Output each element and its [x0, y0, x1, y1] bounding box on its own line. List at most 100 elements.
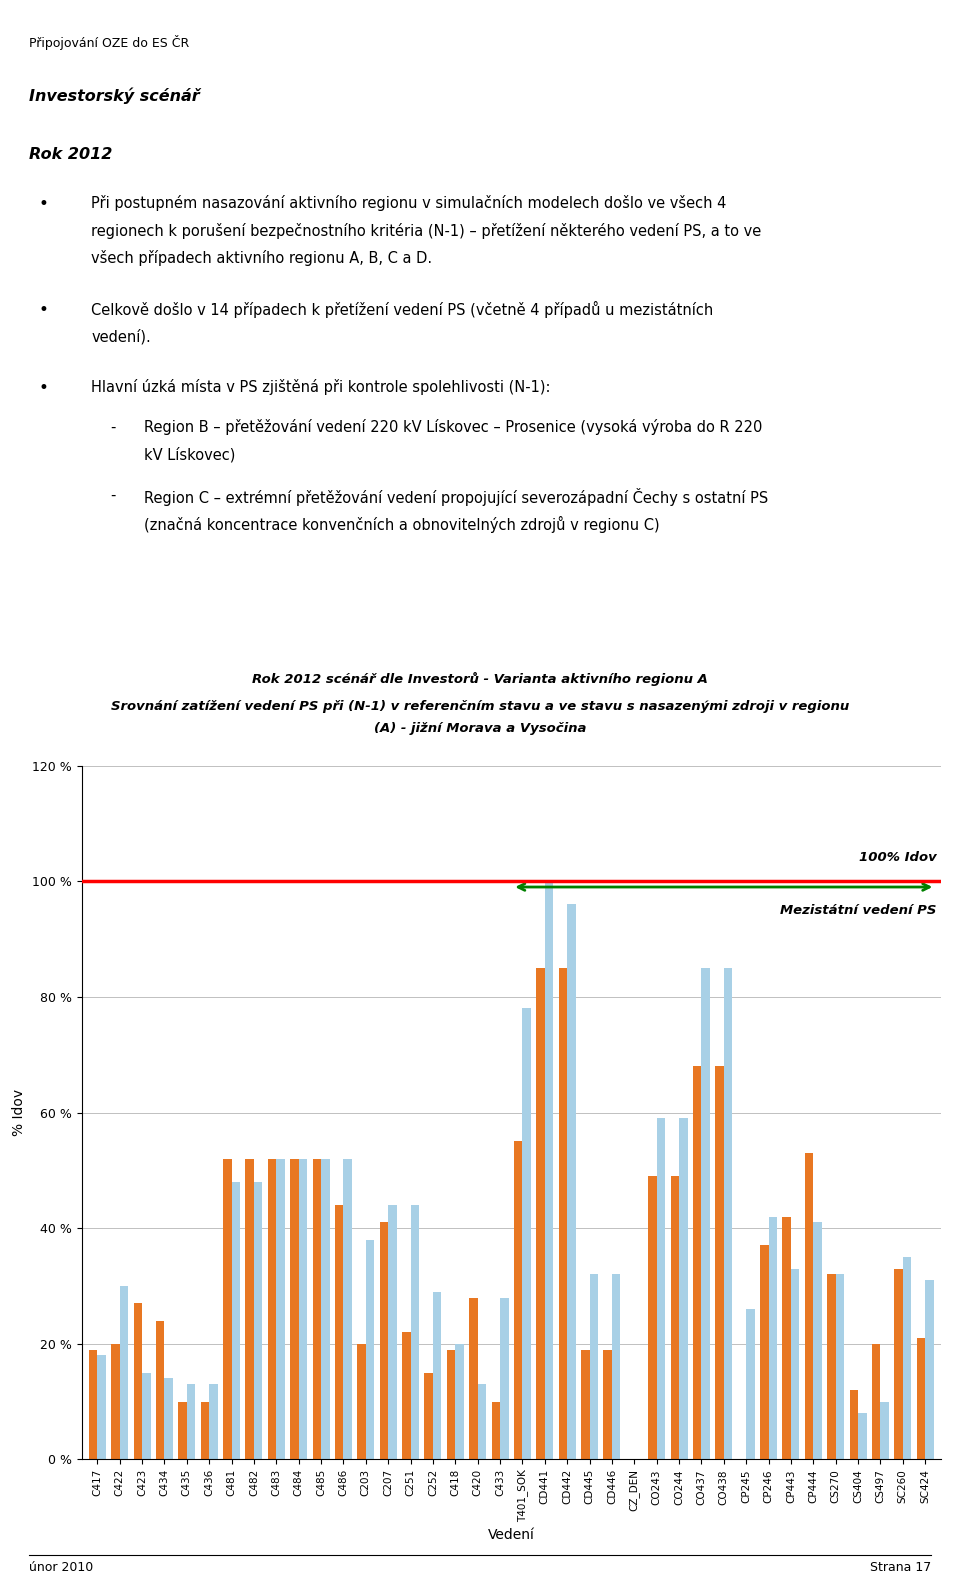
Bar [164, 1378, 173, 1459]
Bar [455, 1343, 464, 1459]
Bar [142, 1373, 151, 1459]
Bar [872, 1343, 880, 1459]
Text: Rok 2012: Rok 2012 [29, 147, 112, 161]
Bar [299, 1158, 307, 1459]
Bar [120, 1286, 128, 1459]
Bar [835, 1274, 844, 1459]
Bar [813, 1222, 822, 1459]
Text: Připojování OZE do ES ČR: Připojování OZE do ES ČR [29, 35, 189, 49]
Text: Mezistátní vedení PS: Mezistátní vedení PS [780, 904, 936, 917]
Bar [559, 968, 567, 1459]
Bar [446, 1349, 455, 1459]
Text: Strana 17: Strana 17 [870, 1562, 931, 1574]
Bar [411, 1206, 419, 1459]
Bar [514, 1142, 522, 1459]
Text: únor 2010: únor 2010 [29, 1562, 93, 1574]
Bar [724, 968, 732, 1459]
Bar [424, 1373, 433, 1459]
Bar [379, 1222, 388, 1459]
Bar [612, 1274, 620, 1459]
Bar [133, 1303, 142, 1459]
Text: Rok 2012 scénář dle Investorů - Varianta aktivního regionu A: Rok 2012 scénář dle Investorů - Varianta… [252, 671, 708, 686]
Text: Investorský scénář: Investorský scénář [29, 88, 200, 104]
Bar [581, 1349, 589, 1459]
Bar [209, 1384, 218, 1459]
Text: •: • [38, 378, 48, 397]
Bar [97, 1356, 106, 1459]
Bar [702, 968, 709, 1459]
Bar [804, 1153, 813, 1459]
Bar [925, 1281, 934, 1459]
Text: vedení).: vedení). [91, 329, 151, 345]
Bar [88, 1349, 97, 1459]
Bar [478, 1384, 486, 1459]
Text: Hlavní úzká místa v PS zjištěná při kontrole spolehlivosti (N-1):: Hlavní úzká místa v PS zjištěná při kont… [91, 378, 551, 396]
Bar [276, 1158, 285, 1459]
Bar [589, 1274, 598, 1459]
Bar [290, 1158, 299, 1459]
Bar [902, 1257, 911, 1459]
Bar [268, 1158, 276, 1459]
Bar [246, 1158, 253, 1459]
Y-axis label: % Idov: % Idov [12, 1089, 27, 1136]
Bar [313, 1158, 321, 1459]
Bar [917, 1338, 925, 1459]
Bar [715, 1065, 724, 1459]
Text: (značná koncentrace konvenčních a obnovitelných zdrojů v regionu C): (značná koncentrace konvenčních a obnovi… [144, 517, 660, 533]
Text: Při postupném nasazování aktivního regionu v simulačních modelech došlo ve všech: Při postupném nasazování aktivního regio… [91, 195, 727, 211]
Bar [469, 1298, 478, 1459]
Bar [537, 968, 544, 1459]
Bar [500, 1298, 509, 1459]
Bar [187, 1384, 195, 1459]
Text: •: • [38, 300, 48, 319]
Bar [111, 1343, 120, 1459]
Bar [604, 1349, 612, 1459]
Bar [693, 1065, 702, 1459]
Text: kV Lískovec): kV Lískovec) [144, 447, 235, 463]
Text: Celkově došlo v 14 případech k přetížení vedení PS (včetně 4 případů u mezistátn: Celkově došlo v 14 případech k přetížení… [91, 300, 713, 317]
Bar [522, 1008, 531, 1459]
Bar [567, 904, 576, 1459]
Bar [253, 1182, 262, 1459]
Bar [769, 1217, 777, 1459]
Text: regionech k porušení bezpečnostního kritéria (N-1) – přetížení některého vedení : regionech k porušení bezpečnostního krit… [91, 222, 761, 239]
Bar [544, 880, 553, 1459]
Bar [679, 1118, 687, 1459]
Text: 100% Idov: 100% Idov [858, 850, 936, 864]
Bar [388, 1206, 396, 1459]
X-axis label: Vedení: Vedení [488, 1528, 535, 1542]
Text: Region B – přetěžování vedení 220 kV Lískovec – Prosenice (vysoká výroba do R 22: Region B – přetěžování vedení 220 kV Lís… [144, 419, 762, 435]
Bar [791, 1268, 800, 1459]
Bar [433, 1292, 442, 1459]
Text: Srovnání zatížení vedení PS při (N-1) v referenčním stavu a ve stavu s nasazeným: Srovnání zatížení vedení PS při (N-1) v … [110, 700, 850, 713]
Bar [402, 1332, 411, 1459]
Bar [746, 1309, 755, 1459]
Bar [321, 1158, 329, 1459]
Bar [366, 1239, 374, 1459]
Bar [231, 1182, 240, 1459]
Bar [670, 1176, 679, 1459]
Bar [492, 1402, 500, 1459]
Bar [760, 1246, 769, 1459]
Bar [179, 1402, 187, 1459]
Text: •: • [38, 195, 48, 212]
Bar [648, 1176, 657, 1459]
Bar [335, 1206, 344, 1459]
Bar [850, 1389, 858, 1459]
Text: všech případech aktivního regionu A, B, C a D.: všech případech aktivního regionu A, B, … [91, 250, 432, 266]
Bar [223, 1158, 231, 1459]
Bar [344, 1158, 352, 1459]
Bar [657, 1118, 665, 1459]
Bar [895, 1268, 902, 1459]
Bar [880, 1402, 889, 1459]
Bar [357, 1343, 366, 1459]
Bar [156, 1321, 164, 1459]
Text: Region C – extrémní přetěžování vedení propojující severozápadní Čechy s ostatní: Region C – extrémní přetěžování vedení p… [144, 488, 768, 506]
Text: -: - [110, 488, 116, 502]
Bar [782, 1217, 791, 1459]
Text: (A) - jižní Morava a Vysočina: (A) - jižní Morava a Vysočina [373, 723, 587, 735]
Bar [201, 1402, 209, 1459]
Text: -: - [110, 419, 116, 434]
Bar [828, 1274, 835, 1459]
Bar [858, 1413, 867, 1459]
